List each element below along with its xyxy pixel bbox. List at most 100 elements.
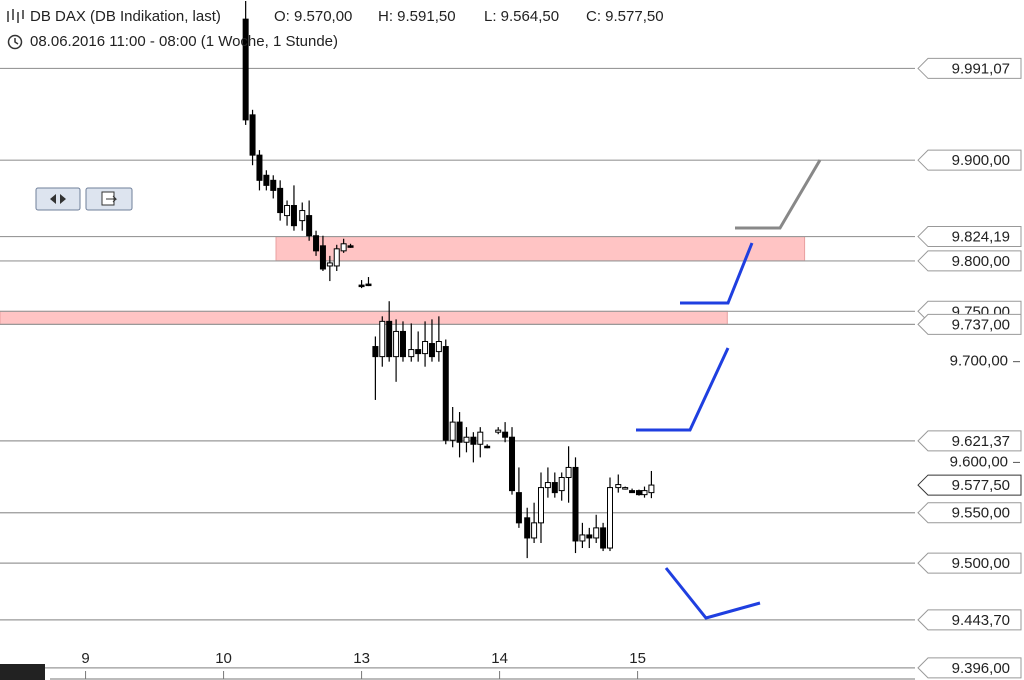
candle-body	[600, 527, 607, 549]
zone	[275, 236, 806, 262]
candle-body	[586, 534, 593, 539]
candle-body	[415, 349, 422, 355]
candle-body	[277, 187, 284, 214]
ohlc-high: H: 9.591,50	[378, 8, 456, 25]
candle-body	[456, 421, 463, 443]
clock-icon	[7, 34, 23, 50]
level-label: 9.550,00	[952, 505, 1010, 522]
level-tag	[917, 313, 1022, 335]
candle-body	[544, 482, 551, 489]
candle-body	[249, 114, 256, 156]
candle-body	[408, 349, 415, 358]
export-button[interactable]	[85, 187, 133, 211]
level-tag	[917, 552, 1022, 574]
scroll-button[interactable]	[35, 187, 81, 211]
candle-body	[524, 517, 531, 539]
candle-body	[435, 341, 442, 353]
candle-body	[515, 492, 522, 524]
last-price-label: 9.577,50	[952, 477, 1010, 494]
candle-body	[531, 522, 538, 539]
candle-body	[509, 436, 516, 492]
candle-body	[641, 490, 648, 496]
candle-body	[428, 343, 435, 358]
candle-body	[593, 527, 600, 539]
candle-body	[358, 284, 365, 288]
x-tick-label: 10	[215, 650, 232, 667]
projection-line	[680, 242, 754, 305]
candle-body	[629, 490, 636, 494]
candle-body	[284, 205, 291, 217]
candle-body	[565, 466, 572, 479]
level-tag	[917, 250, 1022, 272]
candle-body	[399, 330, 406, 358]
ohlc-open: O: 9.570,00	[274, 8, 352, 25]
candle-body	[340, 243, 347, 252]
last-price-tag	[917, 474, 1022, 496]
candle-body	[372, 346, 379, 358]
candle-body	[299, 210, 306, 222]
candle-body	[449, 421, 456, 441]
candle-body	[242, 18, 249, 121]
chart-title: DB DAX (DB Indikation, last)	[30, 8, 221, 25]
candle-icon	[7, 9, 24, 23]
projection-line	[636, 347, 730, 432]
candle-body	[558, 477, 565, 492]
candle-body	[386, 320, 393, 358]
candle-body	[379, 320, 386, 358]
level-label: 9.900,00	[952, 152, 1010, 169]
y-tick-label: 9.600,00	[950, 453, 1008, 470]
candle-body	[270, 179, 277, 191]
candle-body	[635, 490, 642, 496]
level-label: 9.443,70	[952, 612, 1010, 629]
candle-body	[648, 484, 655, 494]
candle-body	[347, 245, 354, 248]
level-label: 9.824,19	[952, 229, 1010, 246]
candle-body	[263, 174, 270, 186]
candle-body	[306, 215, 313, 237]
candle-body	[615, 484, 622, 489]
candle-body	[537, 487, 544, 524]
candle-body	[463, 436, 470, 443]
candle-body	[422, 341, 429, 355]
level-label: 9.800,00	[952, 253, 1010, 270]
ohlc-low: L: 9.564,50	[484, 8, 559, 25]
candle-body	[365, 283, 372, 287]
level-label: 9.500,00	[952, 555, 1010, 572]
level-label: 9.396,00	[952, 660, 1010, 677]
candle-body	[579, 534, 586, 542]
level-tag	[917, 149, 1022, 171]
candle-body	[572, 466, 579, 542]
level-tag	[917, 57, 1022, 79]
level-tag	[917, 609, 1022, 631]
x-tick-label: 14	[491, 650, 508, 667]
candle-body	[477, 431, 484, 445]
projection-line	[664, 567, 761, 620]
projection-line	[735, 159, 822, 230]
candle-body	[333, 248, 340, 267]
zone	[0, 310, 728, 325]
candle-body	[393, 330, 400, 358]
level-tag	[917, 657, 1022, 679]
clock-hand	[14, 38, 19, 45]
candle-body	[470, 436, 477, 445]
candle-body	[551, 482, 558, 494]
plot-area	[0, 1, 915, 669]
level-tag	[917, 430, 1022, 452]
candle-body	[290, 205, 297, 227]
ohlc-close: C: 9.577,50	[586, 8, 664, 25]
level-tag	[917, 502, 1022, 524]
x-tick-label: 9	[81, 650, 89, 667]
level-label: 9.991,07	[952, 60, 1010, 77]
level-tag	[917, 226, 1022, 248]
status-bar	[0, 664, 45, 680]
candle-body	[607, 487, 613, 549]
y-tick-label: 9.700,00	[950, 353, 1008, 370]
candle-body	[502, 431, 509, 438]
level-label: 9.621,37	[952, 433, 1010, 450]
candle-body	[313, 235, 320, 252]
level-label: 9.737,00	[952, 316, 1010, 333]
candle-body	[326, 262, 333, 267]
candle-body	[256, 154, 263, 181]
